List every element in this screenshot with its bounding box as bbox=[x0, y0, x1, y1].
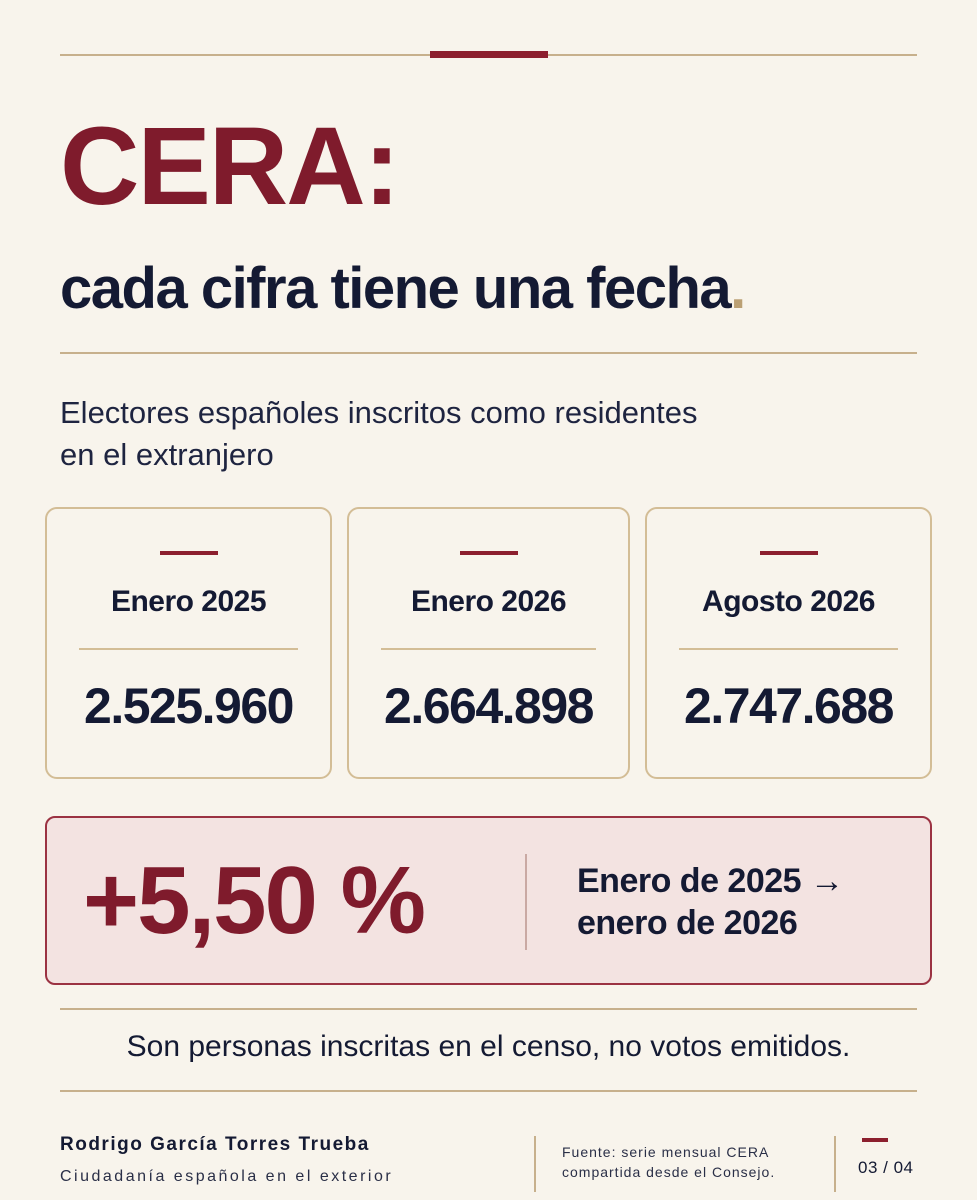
description-line-1: Electores españoles inscritos como resid… bbox=[60, 395, 698, 430]
card-accent bbox=[759, 551, 818, 555]
card-accent bbox=[459, 551, 518, 555]
footnote: Son personas inscritas en el censo, no v… bbox=[126, 1030, 851, 1063]
author-role: Ciudadanía española en el exterior bbox=[60, 1168, 394, 1185]
page-subtitle-text: cada cifra tiene una fecha bbox=[60, 256, 732, 321]
stat-card-agosto-2026: Agosto 2026 2.747.688 bbox=[645, 507, 932, 779]
page-divider bbox=[834, 1136, 836, 1192]
author-name: Rodrigo García Torres Trueba bbox=[60, 1134, 370, 1155]
card-accent bbox=[159, 551, 218, 555]
growth-period-line-2: enero de 2026 bbox=[577, 904, 798, 942]
stat-value: 2.747.688 bbox=[684, 678, 894, 734]
stat-label: Agosto 2026 bbox=[702, 585, 875, 618]
title-rule bbox=[60, 352, 917, 354]
source-line-1: Fuente: serie mensual CERA bbox=[562, 1144, 770, 1160]
stat-card-enero-2026: Enero 2026 2.664.898 bbox=[347, 507, 630, 779]
page-number: 03 / 04 bbox=[858, 1158, 914, 1177]
page-title: CERA: bbox=[60, 105, 400, 228]
card-divider bbox=[679, 648, 898, 650]
card-divider bbox=[381, 648, 596, 650]
growth-percentage: +5,50 % bbox=[83, 847, 426, 954]
source-divider bbox=[534, 1136, 536, 1192]
page-accent bbox=[862, 1138, 888, 1142]
growth-divider bbox=[525, 854, 527, 950]
stat-label: Enero 2025 bbox=[110, 585, 267, 618]
source-line-2: compartida desde el Consejo. bbox=[562, 1164, 776, 1180]
page-subtitle: cada cifra tiene una fecha. bbox=[60, 260, 746, 318]
growth-period-line-1: Enero de 2025 → bbox=[577, 862, 844, 900]
subtitle-period: . bbox=[730, 256, 746, 321]
growth-highlight: +5,50 % Enero de 2025 → enero de 2026 bbox=[45, 816, 932, 985]
stat-label: Enero 2026 bbox=[410, 585, 567, 618]
top-accent-bar bbox=[430, 51, 548, 58]
stat-card-enero-2025: Enero 2025 2.525.960 bbox=[45, 507, 332, 779]
note-bottom-rule bbox=[60, 1090, 917, 1092]
stat-value: 2.525.960 bbox=[84, 678, 294, 734]
description: Electores españoles inscritos como resid… bbox=[60, 392, 880, 476]
stat-value: 2.664.898 bbox=[384, 678, 594, 734]
note-top-rule bbox=[60, 1008, 917, 1010]
card-divider bbox=[79, 648, 298, 650]
description-line-2: en el extranjero bbox=[60, 437, 274, 472]
source-note: Fuente: serie mensual CERA compartida de… bbox=[562, 1142, 775, 1182]
growth-period: Enero de 2025 → enero de 2026 bbox=[577, 860, 844, 944]
